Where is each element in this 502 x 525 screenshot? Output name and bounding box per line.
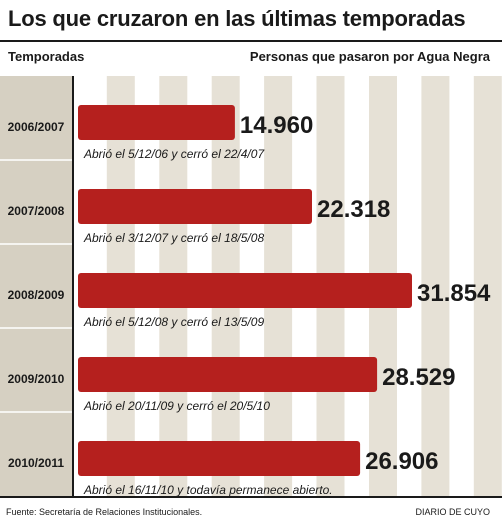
- category-column: [0, 76, 72, 496]
- grid-stripe: [421, 76, 450, 496]
- grid-stripe: [473, 76, 502, 496]
- bar: [78, 189, 312, 224]
- bar-plot-area: 14.960 Abrió el 5/12/06 y cerró el 22/4/0…: [78, 76, 502, 496]
- value-label: 31.854: [417, 280, 491, 307]
- category-header: Temporadas: [8, 49, 85, 64]
- title-divider: [0, 40, 502, 42]
- category-label: 2008/2009: [8, 288, 65, 302]
- category-label: 2010/2011: [8, 456, 64, 470]
- footer-divider: [0, 496, 502, 498]
- bar: [78, 273, 412, 308]
- category-label: 2007/2008: [8, 204, 65, 218]
- category-labels: 2006/2007 2007/2008 2008/2009 2009/2010 2010…: [0, 120, 72, 470]
- value-label: 22.318: [317, 196, 390, 223]
- source-note: Fuente: Secretaría de Relaciones Institu…: [6, 507, 203, 517]
- value-header: Personas que pasaron por Agua Negra: [249, 49, 490, 64]
- season-annotation: Abrió el 5/12/06 y cerró el 22/4/07: [83, 147, 265, 161]
- bar: [78, 441, 361, 476]
- category-column-divider: [72, 76, 74, 496]
- season-annotation: Abrió el 20/11/09 y cerró el 20/5/10: [83, 399, 270, 413]
- bar: [78, 357, 378, 392]
- season-annotation: Abrió el 5/12/08 y cerró el 13/5/09: [83, 315, 264, 329]
- category-label: 2009/2010: [8, 372, 65, 386]
- season-annotation: Abrió el 16/11/10 y todavía permanece ab…: [83, 483, 333, 496]
- value-label: 14.960: [240, 112, 313, 139]
- bar: [78, 105, 235, 140]
- value-label: 28.529: [382, 364, 455, 391]
- category-label: 2006/2007: [8, 120, 65, 134]
- publisher-credit: DIARIO DE CUYO: [415, 507, 490, 517]
- chart-title: Los que cruzaron en las últimas temporad…: [8, 6, 466, 31]
- value-label: 26.906: [365, 448, 438, 475]
- season-annotation: Abrió el 3/12/07 y cerró el 18/5/08: [83, 231, 264, 245]
